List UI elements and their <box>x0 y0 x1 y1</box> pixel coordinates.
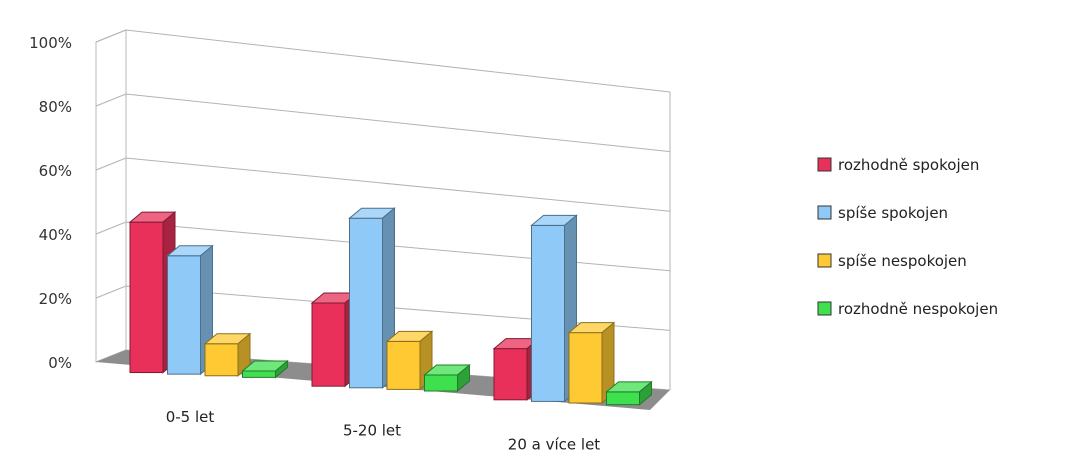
bar <box>385 330 434 391</box>
legend-label: rozhodně nespokojen <box>838 300 998 318</box>
gridline <box>95 157 671 212</box>
legend-label: spíše spokojen <box>838 204 948 222</box>
legend-item: spíše spokojen <box>817 204 948 222</box>
x-category-label: 5-20 let <box>343 422 401 440</box>
gridline <box>95 29 671 93</box>
legend-label: spíše nespokojen <box>838 252 967 270</box>
y-tick-label: 40% <box>39 226 72 244</box>
legend-item: rozhodně nespokojen <box>817 300 998 318</box>
x-axis-categories: 0-5 let 5-20 let 20 a více let <box>166 408 601 453</box>
gridline <box>95 221 671 272</box>
y-axis-ticks: 0% 20% 40% 60% 80% 100% <box>29 34 72 372</box>
legend-item: rozhodně spokojen <box>817 156 979 174</box>
bar <box>530 214 578 403</box>
legend-swatch <box>817 157 832 172</box>
bar <box>203 332 252 377</box>
legend-label: rozhodně spokojen <box>838 156 979 174</box>
legend-item: spíše nespokojen <box>817 252 967 270</box>
bar <box>567 321 616 405</box>
y-tick-label: 20% <box>39 290 72 308</box>
bar <box>605 380 653 406</box>
chart-gridlines <box>95 29 671 391</box>
legend-swatch <box>817 253 832 268</box>
x-category-label: 20 a více let <box>508 435 600 453</box>
legend-swatch <box>817 205 832 220</box>
legend-swatch <box>817 301 832 316</box>
gridline <box>95 285 671 331</box>
gridline <box>95 93 671 153</box>
y-tick-label: 80% <box>39 98 72 116</box>
bar <box>241 359 289 379</box>
bar <box>423 363 471 393</box>
y-tick-label: 100% <box>29 34 72 52</box>
x-category-label: 0-5 let <box>166 408 215 426</box>
y-tick-label: 0% <box>48 354 72 372</box>
side-wall <box>95 29 127 363</box>
chart-legend: rozhodně spokojen spíše spokojen spíše nes… <box>817 156 998 318</box>
y-tick-label: 60% <box>39 162 72 180</box>
chart-walls <box>95 29 127 363</box>
chart-bars <box>128 207 653 406</box>
